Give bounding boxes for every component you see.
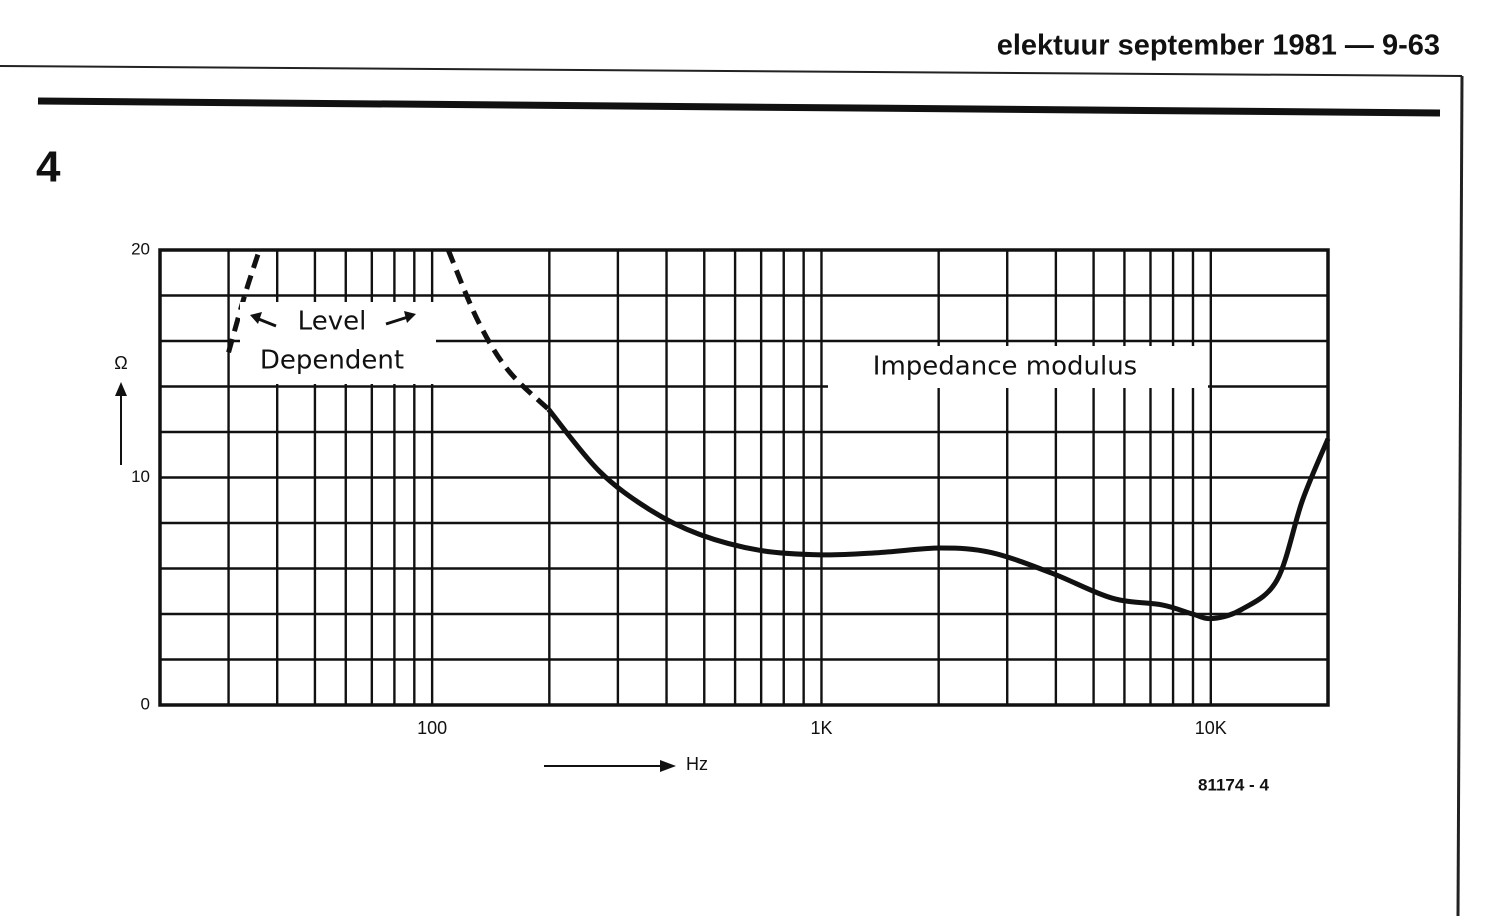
y-tick-label: 20 <box>131 239 150 258</box>
y-axis-label: Ω <box>114 353 127 373</box>
annotation-box <box>240 302 436 384</box>
annotation-box <box>828 346 1208 388</box>
rule <box>37 97 1441 117</box>
figure-number: 4 <box>36 143 61 192</box>
x-arrow-head <box>660 760 676 772</box>
data-line <box>226 249 262 354</box>
data-line <box>546 407 1331 622</box>
annotation-arrow-head <box>250 312 262 324</box>
annotation-arrow-head <box>404 311 416 323</box>
y-tick-label: 10 <box>131 467 150 486</box>
y-arrow-head <box>115 382 127 396</box>
y-tick-label: 0 <box>141 694 150 713</box>
annotation: Impedance modulus <box>873 352 1137 382</box>
x-axis-label: Hz <box>686 754 708 774</box>
page-border <box>0 65 1463 77</box>
annotation: Dependent <box>260 346 404 376</box>
data-line <box>445 249 551 412</box>
x-tick-label: 100 <box>417 718 447 738</box>
annotation: Level <box>298 307 367 337</box>
x-tick-label: 10K <box>1195 718 1227 738</box>
plot-frame <box>158 248 1330 707</box>
page-border <box>1456 75 1464 916</box>
figure-code: 81174 - 4 <box>1198 775 1269 794</box>
x-tick-label: 1K <box>810 718 832 738</box>
header: elektuur september 1981 — 9-63 <box>997 30 1440 62</box>
annotation-arrow <box>385 315 409 326</box>
